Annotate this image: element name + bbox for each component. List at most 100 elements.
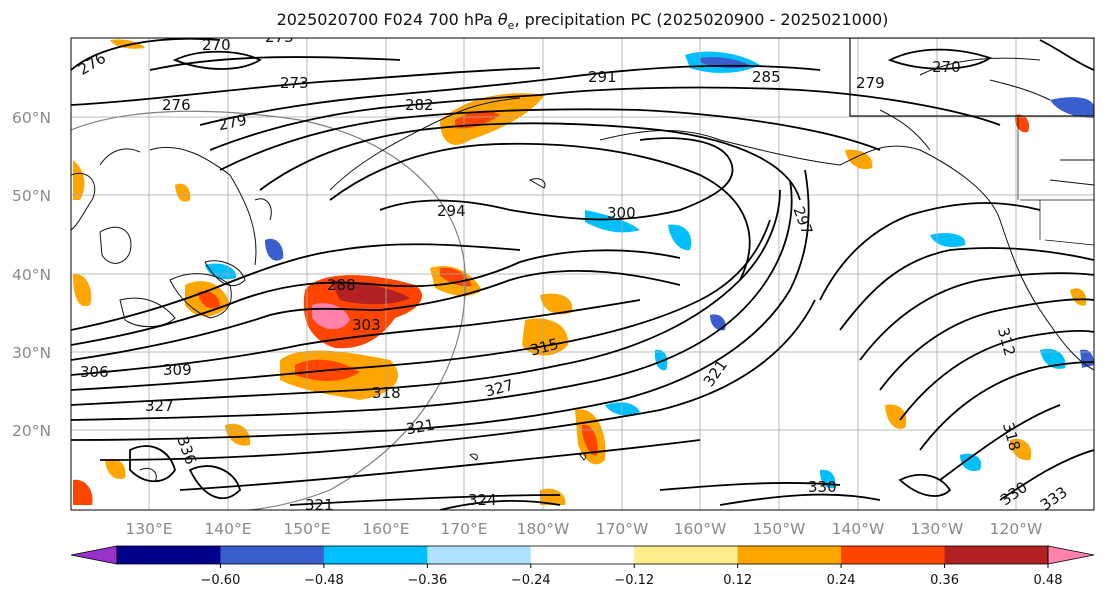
contour-label: 288: [327, 276, 356, 294]
lon-label: 130°W: [911, 520, 964, 538]
lat-label: 60°N: [12, 109, 51, 127]
contour-label: 303: [352, 316, 381, 334]
contour-label: 285: [752, 68, 781, 86]
colorbar-tick-label: 0.36: [930, 573, 959, 588]
contour-label: 282: [405, 96, 434, 114]
colorbar-tick-label: 0.12: [723, 573, 752, 588]
lat-label: 50°N: [12, 187, 51, 205]
colorbar-extend-high: [1047, 545, 1095, 565]
lon-label: 140°E: [204, 520, 251, 538]
domain-circle: [71, 110, 466, 510]
lat-labels: 60°N 50°N 40°N 30°N 20°N: [12, 109, 51, 440]
colorbar-swatch: [530, 546, 635, 564]
contour-label: 321: [405, 416, 436, 439]
colorbar: −0.60 −0.48 −0.36 −0.24 −0.12 0.12 0.24 0.36 0.4…: [70, 545, 1095, 588]
contour-label: 306: [80, 363, 109, 381]
lon-label: 160°W: [674, 520, 727, 538]
map-title: 2025020700 F024 700 hPa θe, precipitatio…: [0, 10, 1105, 32]
precip-area: [605, 402, 640, 416]
lon-label: 180°W: [517, 520, 570, 538]
precip-area: [585, 210, 640, 233]
contour-label: 291: [588, 68, 617, 86]
precip-area: [668, 224, 692, 251]
lon-label: 140°W: [832, 520, 885, 538]
precip-area: [930, 233, 966, 248]
colorbar-tick-label: −0.12: [614, 573, 654, 588]
colorbar-tick-label: −0.60: [201, 573, 241, 588]
precip-area: [73, 160, 85, 200]
lon-labels: 130°E 140°E 150°E 160°E 170°E 180°W 170°…: [125, 520, 1042, 538]
colorbar-border: [116, 545, 1049, 565]
lon-label: 130°E: [125, 520, 172, 538]
contour-label: 309: [163, 361, 192, 379]
contour-label: 273: [280, 74, 309, 92]
precip-area: [1014, 114, 1030, 133]
precip-area: [73, 479, 93, 505]
colorbar-tick-label: −0.24: [511, 573, 551, 588]
graticule: [71, 38, 1094, 510]
precip-area: [885, 404, 907, 429]
lat-label: 20°N: [12, 422, 51, 440]
colorbar-swatch: [323, 546, 428, 564]
precip-area: [582, 424, 598, 456]
contour-label: 327: [145, 397, 174, 415]
lon-label: 170°W: [596, 520, 649, 538]
theta-e-contours: [71, 38, 1094, 510]
precip-shading: [73, 39, 1094, 505]
contour-label: 321: [305, 496, 334, 514]
state-boundary: [1017, 116, 1094, 246]
colorbar-tick-label: 0.24: [827, 573, 856, 588]
precip-area: [540, 293, 573, 315]
precip-area: [330, 280, 410, 305]
precip-area: [455, 110, 500, 129]
colorbar-extend-low: [70, 545, 118, 565]
lat-label: 30°N: [12, 344, 51, 362]
lon-label: 120°W: [990, 520, 1043, 538]
precip-area: [225, 423, 251, 446]
colorbar-tick-label: 0.48: [1034, 573, 1063, 588]
colorbar-tick-label: −0.36: [407, 573, 447, 588]
lat-label: 40°N: [12, 266, 51, 284]
precip-area: [265, 238, 284, 261]
lon-label: 150°W: [753, 520, 806, 538]
colorbar-swatch: [944, 546, 1049, 564]
map-panel: 276 270 273 273 276 279 282 291 285 279 …: [71, 28, 1094, 514]
map-frame: [70, 37, 1095, 511]
lon-label: 170°E: [440, 520, 487, 538]
colorbar-swatch: [841, 546, 946, 564]
precip-area: [710, 314, 726, 331]
contour-label: 270: [202, 36, 231, 54]
contour-label: 318: [372, 384, 401, 402]
colorbar-swatch: [427, 546, 532, 564]
contour-label: 300: [607, 204, 636, 222]
precip-area: [1070, 288, 1087, 306]
precip-area: [1010, 438, 1032, 461]
contour-label: 324: [468, 491, 497, 509]
colorbar-swatch: [737, 546, 842, 564]
contour-label: 273: [265, 28, 294, 46]
precip-area: [654, 349, 668, 371]
lon-label: 160°E: [362, 520, 409, 538]
precip-area: [540, 488, 566, 505]
precip-area: [110, 39, 145, 49]
contour-label: 270: [932, 58, 961, 76]
contour-label: 294: [437, 202, 466, 220]
precip-area: [73, 274, 92, 307]
precip-area: [522, 318, 569, 356]
contour-label: 330: [808, 478, 837, 496]
lon-label: 150°E: [283, 520, 330, 538]
title-subscript: e: [507, 19, 515, 33]
precip-area: [175, 183, 191, 202]
contour-label: 276: [162, 96, 191, 114]
precip-area: [960, 453, 982, 472]
precip-area: [845, 149, 873, 170]
colorbar-swatch: [117, 546, 221, 564]
contour-label: 279: [217, 111, 249, 135]
title-rest: , precipitation PC (2025020900 - 2025021…: [514, 10, 889, 29]
colorbar-tick-label: −0.48: [304, 573, 344, 588]
title-main: 2025020700 F024 700 hPa: [276, 10, 498, 29]
colorbar-swatch: [220, 546, 325, 564]
contour-label: 279: [856, 74, 885, 92]
title-theta: θ: [497, 10, 508, 29]
